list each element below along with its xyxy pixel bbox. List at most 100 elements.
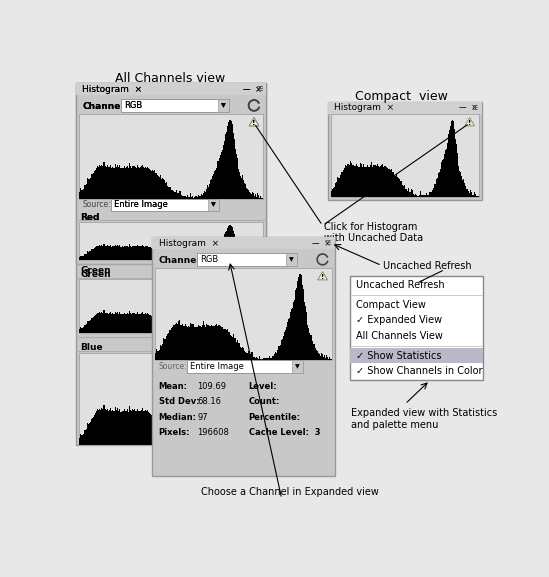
Bar (215, 248, 216, 260)
Bar (413, 194, 414, 197)
Bar (250, 329, 251, 334)
Bar (129, 163, 130, 198)
Bar (207, 185, 208, 198)
Bar (387, 168, 388, 197)
Bar (245, 432, 247, 445)
Bar (380, 165, 382, 197)
Bar (245, 186, 247, 198)
Bar (113, 167, 114, 198)
Bar (250, 193, 251, 198)
Bar (176, 190, 177, 198)
Bar (228, 285, 229, 334)
Bar (242, 250, 243, 260)
Bar (244, 429, 245, 445)
Bar (251, 440, 252, 445)
Bar (184, 196, 185, 198)
Bar (185, 259, 186, 260)
Bar (211, 424, 212, 445)
Bar (115, 245, 116, 260)
Bar (186, 197, 187, 198)
Bar (360, 163, 361, 197)
Bar (229, 225, 231, 260)
Bar (183, 332, 184, 334)
Bar (175, 438, 176, 445)
Bar (227, 366, 228, 445)
Bar (163, 424, 164, 445)
Bar (246, 255, 247, 260)
Bar (257, 258, 259, 260)
Bar (108, 411, 109, 445)
Bar (235, 238, 236, 260)
Bar (161, 423, 162, 445)
Bar (154, 248, 155, 260)
Bar (225, 231, 226, 260)
Bar (90, 251, 91, 260)
Bar (221, 239, 222, 260)
Bar (107, 245, 108, 260)
Bar (158, 319, 159, 334)
Bar (333, 188, 334, 197)
Bar (239, 416, 240, 445)
Bar (79, 114, 264, 198)
Bar (135, 246, 136, 260)
Bar (137, 410, 138, 445)
Bar (290, 316, 291, 360)
Bar (157, 175, 158, 198)
Bar (145, 313, 147, 334)
Bar (124, 246, 125, 260)
Bar (249, 438, 250, 445)
Bar (151, 414, 152, 445)
Bar (230, 225, 231, 260)
Bar (193, 197, 194, 198)
Bar (86, 429, 87, 445)
Bar (176, 193, 177, 198)
Bar (113, 246, 114, 260)
Bar (323, 358, 324, 360)
Bar (217, 404, 218, 445)
Bar (136, 246, 137, 260)
Bar (116, 246, 117, 260)
Bar (209, 185, 210, 198)
Bar (135, 313, 136, 334)
Bar (155, 268, 332, 360)
Bar (275, 353, 276, 360)
Bar (81, 190, 82, 198)
Bar (198, 258, 199, 260)
Bar (347, 164, 348, 197)
Bar (261, 358, 262, 360)
Bar (161, 344, 163, 360)
Bar (170, 255, 171, 260)
Bar (138, 167, 139, 198)
Bar (88, 252, 89, 260)
Bar (181, 195, 182, 198)
Bar (157, 175, 158, 198)
Bar (116, 245, 117, 260)
Bar (246, 188, 247, 198)
Bar (225, 234, 226, 260)
Bar (222, 303, 223, 334)
Text: Entire Image: Entire Image (114, 200, 168, 209)
Bar (86, 254, 87, 260)
Bar (115, 164, 116, 198)
Bar (460, 173, 461, 197)
Bar (216, 245, 217, 260)
Text: ☰: ☰ (256, 86, 262, 92)
Bar (253, 438, 254, 445)
Bar (181, 331, 182, 334)
Bar (214, 317, 215, 334)
Bar (369, 167, 370, 197)
Bar (106, 246, 107, 260)
Bar (206, 256, 208, 260)
Bar (207, 325, 208, 334)
Bar (186, 444, 187, 445)
Bar (215, 170, 216, 198)
Bar (208, 325, 209, 360)
Bar (95, 170, 96, 198)
Bar (79, 353, 264, 445)
Bar (116, 313, 117, 334)
Bar (214, 326, 215, 360)
Bar (214, 173, 215, 198)
Bar (306, 316, 307, 360)
Bar (436, 178, 437, 197)
Bar (365, 167, 366, 197)
